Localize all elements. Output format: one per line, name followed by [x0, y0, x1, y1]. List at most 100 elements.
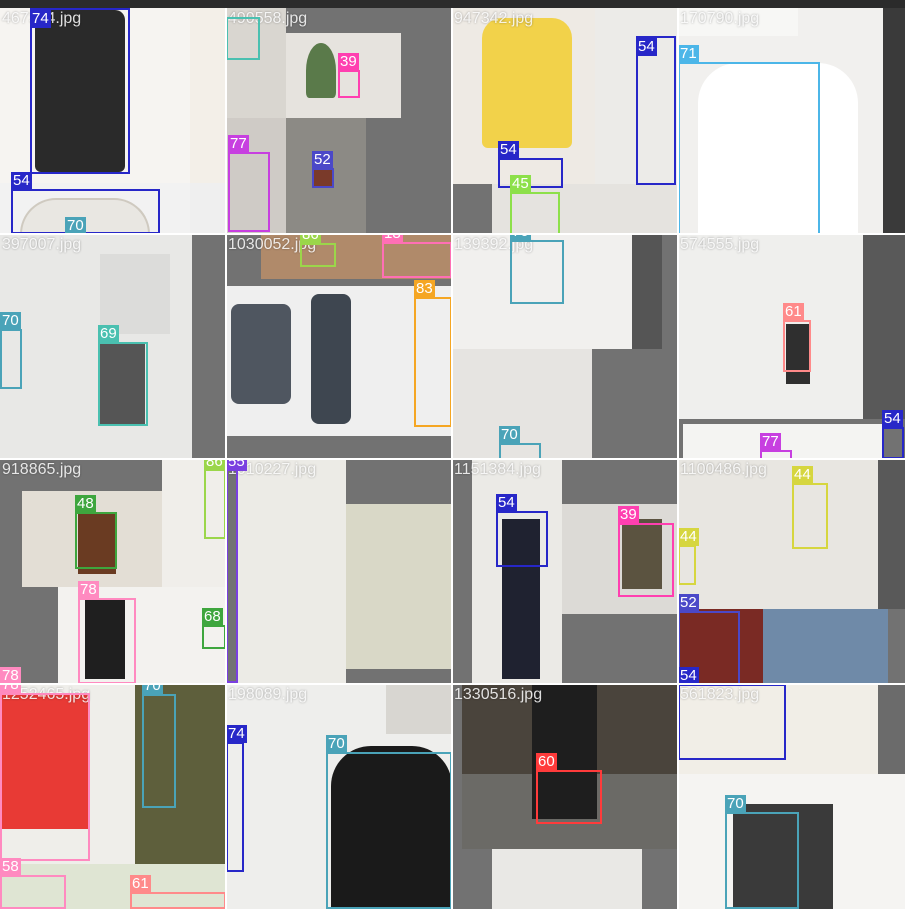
class-label: 39	[618, 506, 639, 524]
detection-box[interactable]: 74	[30, 8, 130, 174]
detection-box[interactable]: 70	[499, 426, 541, 459]
figure	[78, 514, 116, 574]
tile-12: 1100486.jpg 44 44 52 54	[678, 459, 905, 684]
detection-box[interactable]: 68	[202, 608, 226, 649]
detection-box[interactable]: 44	[678, 528, 699, 585]
dress-figure	[85, 599, 125, 679]
class-label: 77	[228, 135, 249, 153]
detection-box[interactable]: 54	[882, 410, 904, 459]
class-label: 70	[142, 684, 163, 695]
detection-box[interactable]: 70	[725, 795, 799, 909]
detection-box[interactable]: 52	[312, 151, 334, 188]
class-label: 77	[760, 433, 781, 451]
class-label: 68	[202, 608, 223, 626]
detection-box[interactable]: 74	[226, 725, 247, 872]
detection-box[interactable]: 48	[75, 495, 117, 569]
filename-label: 947342.jpg	[454, 10, 534, 27]
filename-label: 1330516.jpg	[454, 686, 543, 703]
photo	[346, 504, 452, 669]
skirt-figure	[532, 684, 597, 819]
class-label: 54	[498, 141, 519, 159]
class-label: 70	[65, 217, 86, 234]
detection-box[interactable]: 39	[618, 506, 674, 597]
grid-separator	[0, 458, 905, 460]
filename-label: 918865.jpg	[2, 461, 82, 478]
tile-4: 170790.jpg 71	[678, 8, 905, 234]
mosaic-grid: 467374.jpg 74 54 70 490558.jpg 39 77 52 …	[0, 8, 905, 909]
detection-box[interactable]: 18	[382, 234, 452, 278]
class-label: 54	[678, 667, 699, 684]
class-label: 86	[300, 234, 321, 244]
detection-box[interactable]: 77	[228, 135, 270, 232]
class-label: 69	[98, 325, 119, 343]
detection-box[interactable]: 71	[678, 45, 820, 234]
detection-box[interactable]: 86	[204, 459, 226, 539]
plant-figure	[306, 43, 336, 98]
detection-box[interactable]: 78	[0, 684, 90, 861]
class-label: 60	[536, 753, 557, 771]
detection-box[interactable]: 44	[792, 466, 828, 549]
class-label: 54	[11, 172, 32, 190]
tile-6: 1030052.jpg 86 18 83	[226, 234, 452, 459]
tile-11: 1151384.jpg 54 39	[452, 459, 678, 684]
detection-box[interactable]: 54	[678, 684, 786, 760]
class-label: 54	[496, 494, 517, 512]
tile-15: 1330516.jpg 60	[452, 684, 678, 909]
photo	[190, 8, 226, 183]
detection-box[interactable]: 70	[510, 234, 564, 304]
detection-box[interactable]: 70	[142, 684, 176, 808]
tile-13: 1252465.jpg 78 70 58 61	[0, 684, 226, 909]
detection-box[interactable]: 69	[98, 325, 148, 426]
red-sweater-figure	[0, 694, 88, 829]
photo	[678, 8, 798, 36]
detection-box[interactable]: 78	[78, 581, 136, 684]
detection-box[interactable]: 60	[536, 753, 602, 824]
dress-figure	[311, 294, 351, 424]
filename-label: 1151384.jpg	[454, 461, 541, 478]
photo	[261, 234, 452, 279]
detection-box[interactable]: 86	[300, 234, 336, 267]
detection-box[interactable]: 61	[130, 875, 226, 909]
tile-5: 397007.jpg 70 69	[0, 234, 226, 459]
detection-box[interactable]: 61	[783, 303, 811, 372]
class-label: 44	[678, 528, 699, 546]
filename-label: 198089.jpg	[228, 686, 308, 703]
detection-box[interactable]: 55	[226, 459, 247, 683]
detection-box[interactable]: 45	[510, 175, 560, 234]
tile-9: 918865.jpg 86 48 78 68 78	[0, 459, 226, 684]
dress-figure	[231, 304, 291, 404]
class-label: 44	[792, 466, 813, 484]
detection-box[interactable]: 39	[338, 53, 360, 98]
tile-14: 198089.jpg 74 70	[226, 684, 452, 909]
class-label: 55	[226, 459, 247, 471]
class-label: 61	[783, 303, 804, 321]
detection-box[interactable]: 54	[636, 36, 676, 185]
class-label: 78	[0, 684, 21, 694]
detection-box[interactable]	[226, 17, 260, 60]
photo	[492, 849, 642, 909]
detection-box[interactable]: 83	[414, 280, 452, 427]
photo	[452, 234, 632, 349]
class-label: 74	[30, 10, 51, 28]
figure	[786, 324, 810, 384]
detection-box[interactable]: 77	[760, 433, 792, 459]
black-top-figure	[331, 746, 452, 909]
filename-label: 397007.jpg	[2, 236, 82, 253]
detection-box[interactable]: 70	[326, 735, 452, 909]
class-label: 52	[312, 151, 333, 169]
grid-separator	[0, 683, 905, 685]
filename-label: 1030052.jpg	[228, 236, 317, 253]
yellow-jacket-figure	[482, 18, 572, 148]
detection-box[interactable]: 54	[496, 494, 548, 567]
detection-box[interactable]: 58	[0, 858, 66, 909]
filename-label: 1010227.jpg	[228, 461, 317, 478]
photo	[0, 864, 226, 909]
photo	[878, 684, 905, 774]
filename-label: 1100486.jpg	[680, 461, 767, 478]
class-label: 74	[226, 725, 247, 743]
detection-box[interactable]: 70	[0, 312, 22, 389]
photo	[452, 349, 592, 459]
photo	[678, 459, 878, 609]
class-label: 86	[204, 459, 225, 471]
class-label: 70	[725, 795, 746, 813]
